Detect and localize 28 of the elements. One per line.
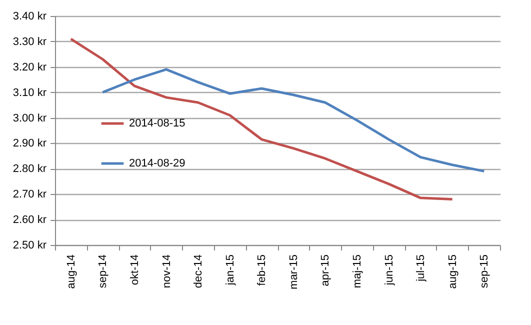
x-tick-label: apr-15 [320, 254, 332, 286]
x-tick-label: jan-15 [224, 254, 236, 286]
y-tick-label: 2.90 kr [12, 138, 47, 150]
y-tick-label: 3.00 kr [12, 112, 47, 124]
y-tick-label: 3.20 kr [12, 61, 47, 74]
legend-label: 2014-08-15 [129, 118, 186, 130]
x-tick-label: nov-14 [160, 254, 173, 288]
line-series [70, 38, 454, 200]
legend-label: 2014-08-29 [129, 158, 186, 170]
x-tick-label: aug-14 [65, 254, 78, 289]
y-tick-label: 3.40 kr [12, 10, 47, 22]
x-tick-label: mar-15 [288, 254, 300, 290]
y-tick-label: 3.10 kr [12, 86, 47, 99]
y-tick-label: 3.30 kr [12, 36, 47, 48]
y-tick-label: 2.50 kr [12, 240, 47, 252]
x-tick-label: sep-14 [97, 254, 110, 288]
x-tick-label: maj-15 [351, 254, 364, 288]
x-tick-label: okt-14 [128, 254, 141, 286]
y-tick-label: 2.60 kr [12, 214, 47, 226]
y-tick-label: 2.70 kr [12, 188, 47, 201]
y-tick-label: 2.80 kr [12, 163, 47, 176]
x-tick-label: dec-14 [192, 254, 205, 288]
x-tick-label: jul-15 [415, 254, 428, 282]
x-tick-label: sep-15 [478, 254, 491, 288]
x-tick-label: feb-15 [256, 254, 268, 286]
x-tick-label: jun-15 [383, 254, 396, 286]
x-tick-label: aug-15 [446, 254, 459, 289]
line-series [101, 68, 486, 172]
